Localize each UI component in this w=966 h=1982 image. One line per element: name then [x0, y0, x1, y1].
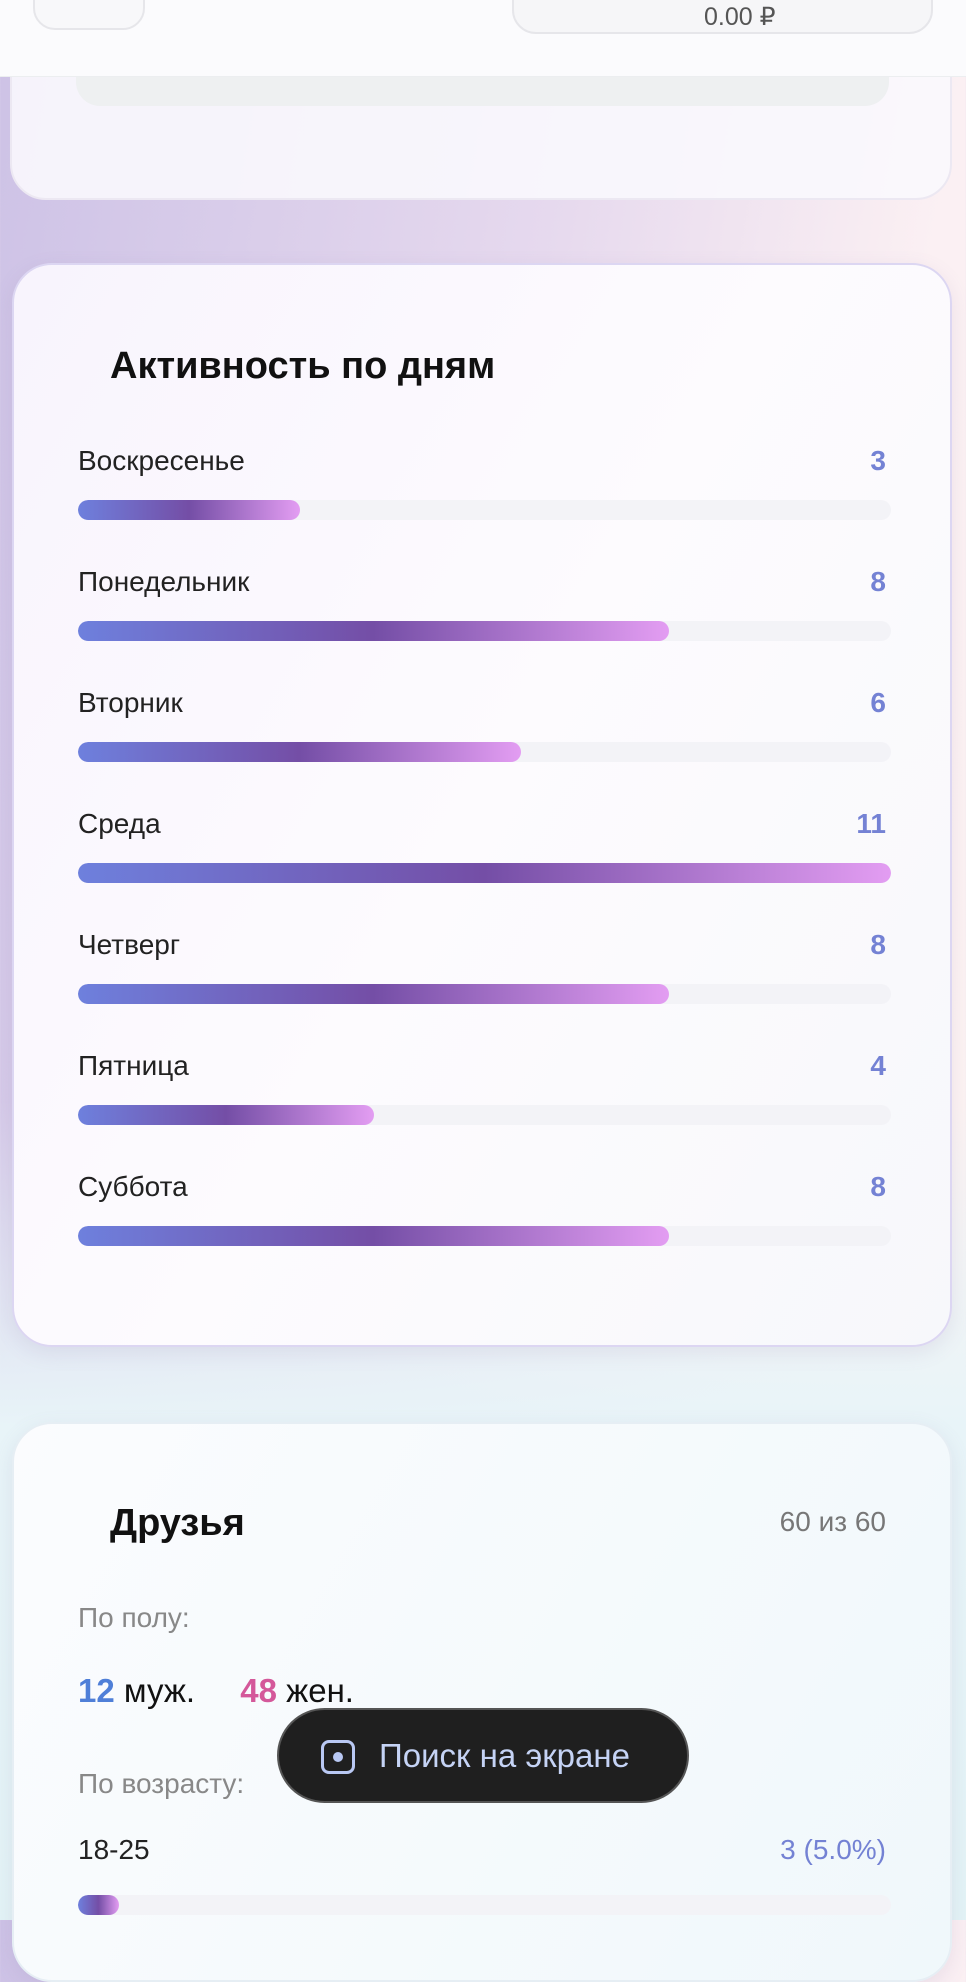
day-label: Суббота — [78, 1171, 188, 1202]
day-bar-track — [78, 863, 891, 883]
day-bar-fill — [78, 742, 522, 762]
male-label: муж. — [123, 1672, 196, 1709]
day-bar-track — [78, 1105, 891, 1125]
day-value: 6 — [870, 687, 886, 718]
activity-card: Активность по дням Воскресенье 3 Понедел… — [12, 263, 952, 1347]
activity-title: Активность по дням — [110, 345, 496, 387]
day-label: Пятница — [78, 1050, 189, 1081]
balance-button[interactable]: 0.00 ₽ — [512, 0, 933, 34]
male-count: 12 — [78, 1672, 115, 1709]
day-label: Воскресенье — [78, 445, 245, 476]
age-bar-track — [78, 1895, 891, 1915]
day-bar-fill — [78, 984, 670, 1004]
day-value: 8 — [870, 1171, 886, 1202]
day-label: Вторник — [78, 687, 183, 718]
day-value: 4 — [870, 1050, 886, 1081]
day-bar-track — [78, 742, 891, 762]
friends-card: Друзья 60 из 60 По полу: 12 муж. 48 жен.… — [12, 1422, 952, 1982]
day-bar-track — [78, 500, 891, 520]
day-value: 3 — [870, 445, 886, 476]
age-row-value: 3 (5.0%) — [780, 1834, 886, 1865]
gender-stats: 12 муж. 48 жен. — [78, 1672, 354, 1710]
day-bar-track — [78, 984, 891, 1004]
header: 0.00 ₽ — [0, 0, 966, 77]
day-value: 8 — [870, 929, 886, 960]
day-bar-fill — [78, 621, 670, 641]
female-label: жен. — [286, 1672, 354, 1709]
day-bar-fill — [78, 1226, 670, 1246]
friends-title: Друзья — [110, 1502, 245, 1544]
friends-count: 60 из 60 — [779, 1506, 886, 1537]
day-value: 8 — [870, 566, 886, 597]
age-label: По возрасту: — [78, 1768, 245, 1799]
gender-label: По полу: — [78, 1602, 190, 1633]
day-label: Четверг — [78, 929, 181, 960]
age-row-label: 18-25 — [78, 1834, 150, 1865]
day-label: Среда — [78, 808, 161, 839]
female-count: 48 — [240, 1672, 277, 1709]
day-value: 11 — [856, 808, 886, 839]
screen-search-label: Поиск на экране — [379, 1737, 630, 1774]
day-bar-track — [78, 621, 891, 641]
day-bar-fill — [78, 1105, 374, 1125]
day-bar-track — [78, 1226, 891, 1246]
screen-search-button[interactable]: Поиск на экране — [277, 1708, 689, 1803]
day-bar-fill — [78, 500, 300, 520]
day-label: Понедельник — [78, 566, 250, 597]
header-button[interactable] — [33, 0, 145, 30]
screen-search-icon — [321, 1740, 355, 1774]
balance-value: 0.00 ₽ — [704, 3, 776, 31]
day-bar-fill — [78, 863, 891, 883]
age-bar-fill — [78, 1895, 119, 1915]
previous-card-item — [76, 72, 889, 106]
